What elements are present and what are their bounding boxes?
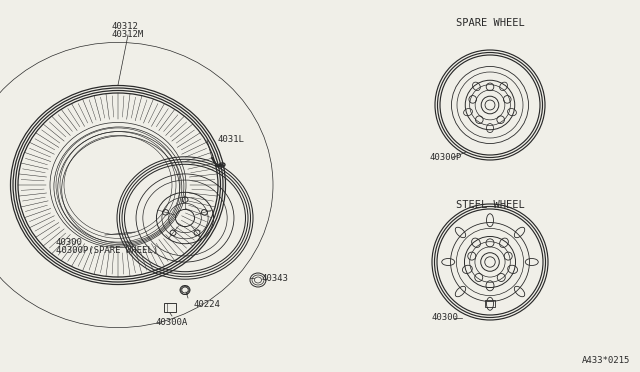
- Text: A433*0215: A433*0215: [582, 356, 630, 365]
- Text: 40300P(SPARE WHEEL): 40300P(SPARE WHEEL): [56, 246, 158, 255]
- Text: 40224: 40224: [193, 300, 220, 309]
- Text: STEEL WHEEL: STEEL WHEEL: [456, 200, 524, 210]
- Text: 40343: 40343: [262, 274, 289, 283]
- Text: 40300P: 40300P: [430, 154, 462, 163]
- Text: SPARE WHEEL: SPARE WHEEL: [456, 18, 524, 28]
- Text: 40312M: 40312M: [112, 30, 144, 39]
- Bar: [164, 303, 176, 312]
- Bar: [485, 300, 495, 307]
- Text: 40300: 40300: [56, 238, 83, 247]
- Text: 40312: 40312: [112, 22, 139, 31]
- Text: 40300A: 40300A: [155, 318, 188, 327]
- Text: 4031L: 4031L: [217, 135, 244, 144]
- Text: 40300: 40300: [432, 314, 459, 323]
